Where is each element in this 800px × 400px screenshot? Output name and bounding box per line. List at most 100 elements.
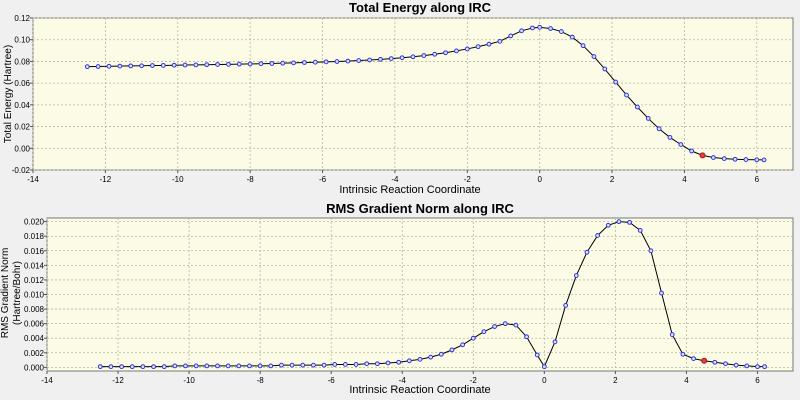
- x-tick-label: 0: [542, 376, 547, 385]
- data-point: [710, 155, 716, 160]
- plot-area: [32, 17, 794, 171]
- data-point: [332, 362, 338, 367]
- data-point: [421, 53, 427, 58]
- y-tick-label: 0.10: [14, 36, 30, 45]
- data-point: [291, 60, 296, 66]
- data-point: [454, 48, 459, 54]
- data-point: [151, 364, 156, 370]
- data-point: [385, 360, 391, 366]
- series-group: [97, 219, 767, 370]
- data-point: [438, 351, 444, 357]
- x-axis-ticks: -14 -12 -10 -8 -6 -4 -2 0 2 4 6: [27, 170, 760, 184]
- data-point: [464, 46, 470, 52]
- data-point: [396, 359, 402, 365]
- data-point: [428, 354, 434, 360]
- data-point: [84, 64, 90, 70]
- data-point: [616, 219, 622, 225]
- y-tick-label: 0.06: [14, 79, 30, 88]
- data-point: [247, 363, 252, 369]
- data-point: [732, 156, 738, 162]
- y-tick-label: -0.02: [12, 166, 31, 175]
- data-point: [656, 126, 662, 132]
- current-point-marker: [699, 152, 706, 159]
- data-point: [378, 56, 383, 62]
- data-point: [689, 148, 695, 154]
- data-point: [312, 59, 318, 65]
- data-point: [182, 62, 188, 68]
- data-point: [624, 92, 629, 98]
- data-point: [645, 116, 651, 121]
- data-point: [321, 362, 327, 368]
- data-point: [139, 63, 144, 69]
- data-point: [492, 324, 498, 329]
- data-point: [755, 364, 760, 370]
- data-point: [106, 63, 112, 69]
- data-point: [172, 363, 178, 369]
- total-energy-chart: Total Energy along IRC -0.02 0.00 0.02 0.04…: [3, 0, 794, 196]
- data-point: [257, 363, 263, 369]
- data-point: [761, 157, 767, 163]
- data-point: [602, 66, 608, 72]
- data-point: [236, 61, 242, 67]
- x-tick-label: -6: [328, 376, 336, 385]
- rms-gradient-chart: RMS Gradient Norm along IRC 0.0000.0020.…: [0, 201, 794, 396]
- x-tick-label: -2: [464, 175, 472, 184]
- data-point: [534, 352, 540, 358]
- data-point: [280, 60, 286, 66]
- data-point: [399, 55, 405, 61]
- grid-lines: [46, 218, 793, 371]
- y-tick-label: 0.08: [14, 57, 30, 66]
- x-axis-label: Intrinsic Reaction Coordinate: [339, 184, 480, 196]
- data-point: [300, 362, 306, 368]
- data-point: [669, 332, 675, 337]
- data-point: [723, 361, 728, 367]
- data-point: [367, 57, 372, 63]
- data-point: [374, 361, 380, 367]
- x-tick-label: 6: [755, 175, 760, 184]
- data-point: [183, 363, 188, 369]
- data-point: [595, 233, 601, 238]
- x-tick-label: 4: [682, 175, 687, 184]
- y-tick-label: 0.016: [24, 247, 45, 256]
- x-tick-label: -10: [183, 376, 195, 385]
- data-point: [150, 63, 155, 68]
- data-point: [605, 222, 611, 228]
- x-axis-ticks: -14 -12 -10 -8 -6 -4 -2 0 2 4 6: [41, 371, 760, 385]
- grid-lines: [32, 17, 793, 171]
- series-line: [87, 26, 765, 161]
- data-point: [215, 62, 220, 67]
- x-tick-label: -10: [172, 175, 184, 184]
- y-axis-label: Total Energy (Hartree): [3, 45, 14, 143]
- y-tick-label: 0.014: [24, 261, 45, 270]
- data-point: [744, 363, 750, 369]
- x-tick-label: -14: [27, 175, 39, 184]
- y-axis-label: RMS Gradient Norm(Hartree/Bohr): [0, 248, 23, 339]
- data-point: [193, 363, 199, 369]
- data-point: [128, 63, 134, 69]
- data-point: [204, 62, 210, 68]
- data-point: [279, 362, 284, 368]
- y-tick-label: 0.12: [14, 14, 30, 23]
- y-tick-label: 0.002: [24, 349, 45, 358]
- y-tick-label: 0.00: [14, 144, 30, 153]
- data-point: [171, 62, 177, 68]
- data-point: [680, 351, 686, 357]
- series-line: [100, 221, 765, 368]
- data-point: [95, 64, 101, 69]
- data-point: [470, 335, 476, 341]
- data-point: [117, 63, 123, 69]
- data-point: [388, 56, 394, 62]
- chart-title: Total Energy along IRC: [349, 0, 492, 15]
- data-point: [541, 364, 547, 370]
- x-axis-label: Intrinsic Reaction Coordinate: [349, 384, 490, 396]
- x-tick-label: -12: [112, 376, 124, 385]
- data-point: [721, 156, 727, 162]
- x-tick-label: 2: [613, 376, 618, 385]
- data-point: [417, 356, 423, 362]
- data-point: [519, 28, 524, 34]
- y-axis-ticks: 0.000 0.002 0.004 0.006 0.008 0.010 0.012 0.014…: [24, 218, 47, 372]
- data-point: [289, 362, 295, 368]
- data-point: [364, 361, 370, 367]
- data-point: [475, 44, 481, 50]
